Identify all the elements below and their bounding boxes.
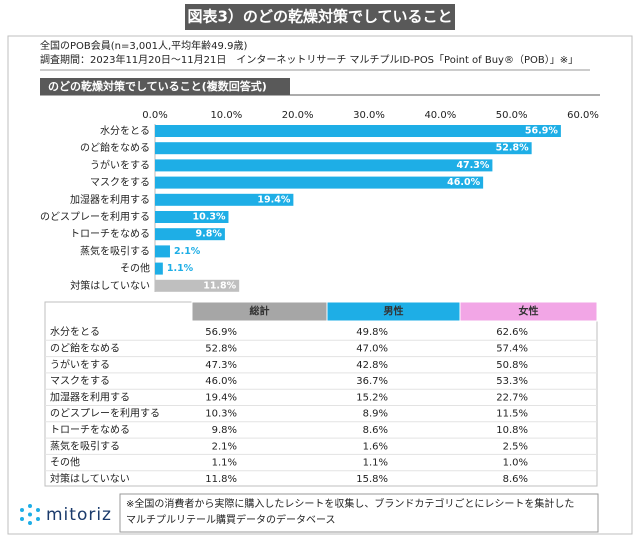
title-box	[185, 4, 455, 30]
y-tick-label: 蒸気を吸引する	[80, 244, 150, 257]
cell-value: 50.8%	[496, 360, 528, 371]
bar	[155, 279, 240, 292]
x-tick-label: 50.0%	[496, 110, 528, 121]
note: 調査期間：2023年11月20日～11月21日 インターネットリサーチ マルチプ…	[40, 53, 578, 66]
value-label: 46.0%	[447, 177, 480, 188]
page-title: 図表3）のどの乾燥対策でしていること	[188, 8, 453, 26]
y-tick-label: トローチをなめる	[70, 228, 150, 240]
row-label: 蒸気を吸引する	[50, 439, 120, 452]
value-label: 52.8%	[496, 143, 529, 154]
y-tick-label: のど飴をなめる	[80, 141, 150, 154]
y-tick-label: マスクをする	[90, 177, 150, 189]
note: 全国のPOB会員(n=3,001人,平均年齢49.9歳)	[40, 39, 247, 52]
row-label: マスクをする	[50, 375, 110, 387]
footer-note: ※全国の消費者から実際に購入したレシートを収集し、ブランドカテゴリごとにレシート…	[126, 497, 574, 510]
cell-value: 8.6%	[363, 425, 388, 436]
cell-value: 49.8%	[356, 327, 388, 338]
column-header: 男性	[384, 305, 404, 318]
cell-value: 56.9%	[205, 327, 237, 338]
cell-value: 10.3%	[205, 409, 237, 420]
x-tick-label: 30.0%	[353, 110, 385, 121]
cell-value: 11.8%	[205, 474, 237, 485]
logo	[20, 504, 40, 525]
cell-value: 47.3%	[205, 360, 237, 371]
cell-value: 15.2%	[356, 392, 388, 403]
cell-value: 11.5%	[496, 409, 528, 420]
column-header-bg	[459, 301, 598, 322]
frame	[7, 35, 633, 535]
note-box	[119, 493, 599, 533]
cell-value: 15.8%	[356, 474, 388, 485]
cell-value: 2.5%	[503, 441, 528, 452]
x-tick-label: 0.0%	[142, 110, 167, 121]
cell-value: 42.8%	[356, 360, 388, 371]
value-label: 11.8%	[203, 280, 236, 291]
cell-value: 1.6%	[363, 441, 388, 452]
column-header: 総計	[250, 305, 270, 318]
y-tick-label: のどスプレーを利用する	[40, 211, 150, 223]
cell-value: 1.1%	[363, 458, 388, 469]
value-label: 1.1%	[167, 263, 194, 274]
row-label: 対策はしていない	[50, 472, 130, 485]
bar	[155, 125, 561, 137]
y-tick-label: 水分をとる	[100, 125, 150, 137]
cell-value: 47.0%	[356, 343, 388, 354]
cell-value: 9.8%	[212, 425, 237, 436]
value-label: 19.4%	[257, 194, 290, 205]
bar	[155, 211, 229, 223]
cell-value: 62.6%	[496, 327, 528, 338]
bar	[155, 142, 532, 155]
x-tick-label: 40.0%	[424, 110, 456, 121]
bar	[155, 245, 170, 258]
row-label: のどスプレーを利用する	[50, 408, 160, 420]
cell-value: 22.7%	[496, 392, 528, 403]
bar	[155, 228, 225, 241]
y-tick-label: 対策はしていない	[70, 279, 150, 292]
row-label: その他	[50, 456, 80, 469]
cell-value: 19.4%	[205, 392, 237, 403]
value-label: 47.3%	[456, 160, 489, 171]
cell-value: 8.9%	[363, 409, 388, 420]
section-box	[40, 78, 290, 95]
bar	[155, 159, 493, 172]
row-label: トローチをなめる	[50, 424, 130, 436]
cell-value: 10.8%	[496, 425, 528, 436]
cell-value: 46.0%	[205, 376, 237, 387]
bar	[155, 176, 484, 189]
cell-value: 1.0%	[503, 458, 528, 469]
x-tick-label: 20.0%	[282, 110, 314, 121]
cell-value: 2.1%	[212, 441, 237, 452]
y-tick-label: 加湿器を利用する	[70, 194, 150, 206]
cell-value: 53.3%	[496, 376, 528, 387]
row-label: うがいをする	[50, 358, 110, 371]
y-tick-label: その他	[120, 262, 150, 275]
value-label: 10.3%	[193, 212, 226, 223]
cell-value: 52.8%	[205, 343, 237, 354]
brand: mitoriz	[46, 505, 112, 525]
cell-value: 57.4%	[496, 343, 528, 354]
value-label: 2.1%	[174, 246, 201, 257]
column-header: 女性	[519, 305, 539, 318]
bar	[155, 193, 294, 206]
x-tick-label: 10.0%	[210, 110, 242, 121]
cell-value: 1.1%	[212, 458, 237, 469]
chart-title: のどの乾燥対策でしていること(複数回答式)	[48, 79, 267, 93]
row-label: のど飴をなめる	[50, 341, 120, 354]
value-label: 56.9%	[525, 126, 558, 137]
y-tick-label: うがいをする	[90, 158, 150, 171]
row-label: 水分をとる	[50, 326, 100, 338]
bar	[155, 262, 163, 275]
cell-value: 8.6%	[503, 474, 528, 485]
value-label: 9.8%	[196, 229, 223, 240]
footer-note: マルチプルリテール購買データのデータベース	[126, 513, 336, 526]
cell-value: 36.7%	[356, 376, 388, 387]
x-tick-label: 60.0%	[567, 110, 599, 121]
row-label: 加湿器を利用する	[50, 391, 130, 403]
